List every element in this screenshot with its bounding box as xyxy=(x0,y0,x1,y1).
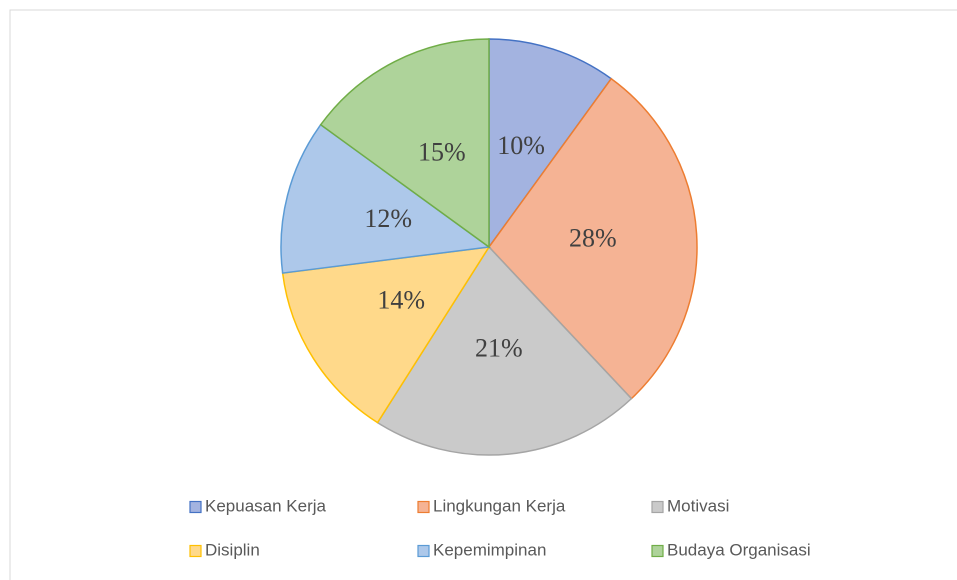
pie-slice xyxy=(488,38,613,250)
legend-swatch xyxy=(417,544,430,558)
legend-swatch xyxy=(417,500,430,514)
data-label: 12% xyxy=(364,204,412,233)
legend-label: Disiplin xyxy=(205,540,260,559)
legend-label: Motivasi xyxy=(667,496,729,515)
legend-swatch xyxy=(651,500,664,514)
legend-label: Kepemimpinan xyxy=(433,540,546,559)
legend-swatch xyxy=(189,544,202,558)
legend-swatch xyxy=(189,500,202,514)
pie-slice xyxy=(280,123,491,274)
data-label: 28% xyxy=(569,223,617,252)
legend-label: Budaya Organisasi xyxy=(667,540,811,559)
data-label: 14% xyxy=(377,286,425,315)
legend-label: Kepuasan Kerja xyxy=(205,496,327,515)
pie-slice xyxy=(376,245,633,456)
pie: 10% 28% 21% 14% 12% 15% xyxy=(280,38,698,456)
data-label: 21% xyxy=(475,334,523,363)
pie-slice xyxy=(488,77,698,400)
pie-slice xyxy=(319,38,490,249)
legend-label: Lingkungan Kerja xyxy=(433,496,566,515)
data-label: 15% xyxy=(418,137,466,166)
pie-slice xyxy=(281,246,491,424)
legend: Kepuasan Kerja Lingkungan Kerja Motivasi Di… xyxy=(189,496,811,559)
legend-swatch xyxy=(651,544,664,558)
data-label: 10% xyxy=(497,131,545,160)
